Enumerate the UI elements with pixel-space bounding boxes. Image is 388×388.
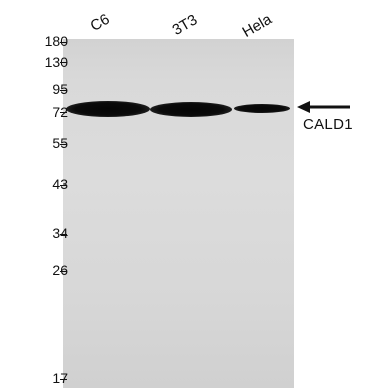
marker-tick-43 bbox=[60, 185, 67, 186]
marker-tick-17 bbox=[60, 379, 67, 380]
band-3t3 bbox=[150, 102, 232, 117]
lane-label-3t3: 3T3 bbox=[169, 11, 201, 39]
marker-tick-95 bbox=[60, 90, 67, 91]
lane-label-c6: C6 bbox=[87, 10, 113, 35]
marker-34: 34 bbox=[52, 225, 68, 241]
arrow-left-icon bbox=[297, 101, 350, 113]
marker-tick-55 bbox=[60, 144, 67, 145]
marker-43: 43 bbox=[52, 176, 68, 192]
band-c6 bbox=[66, 101, 150, 117]
marker-tick-34 bbox=[60, 234, 67, 235]
lane-label-hela: Hela bbox=[239, 10, 275, 41]
marker-95: 95 bbox=[52, 81, 68, 97]
marker-tick-26 bbox=[60, 271, 67, 272]
marker-tick-72 bbox=[60, 112, 67, 113]
marker-130: 130 bbox=[44, 54, 68, 70]
target-protein-label: CALD1 bbox=[303, 116, 353, 133]
marker-tick-180 bbox=[60, 42, 67, 43]
blot-membrane bbox=[63, 39, 294, 388]
marker-tick-130 bbox=[60, 62, 67, 63]
marker-26: 26 bbox=[52, 262, 68, 278]
band-hela bbox=[234, 104, 290, 113]
marker-17: 17 bbox=[52, 370, 68, 386]
marker-55: 55 bbox=[52, 135, 68, 151]
marker-180: 180 bbox=[44, 33, 68, 49]
